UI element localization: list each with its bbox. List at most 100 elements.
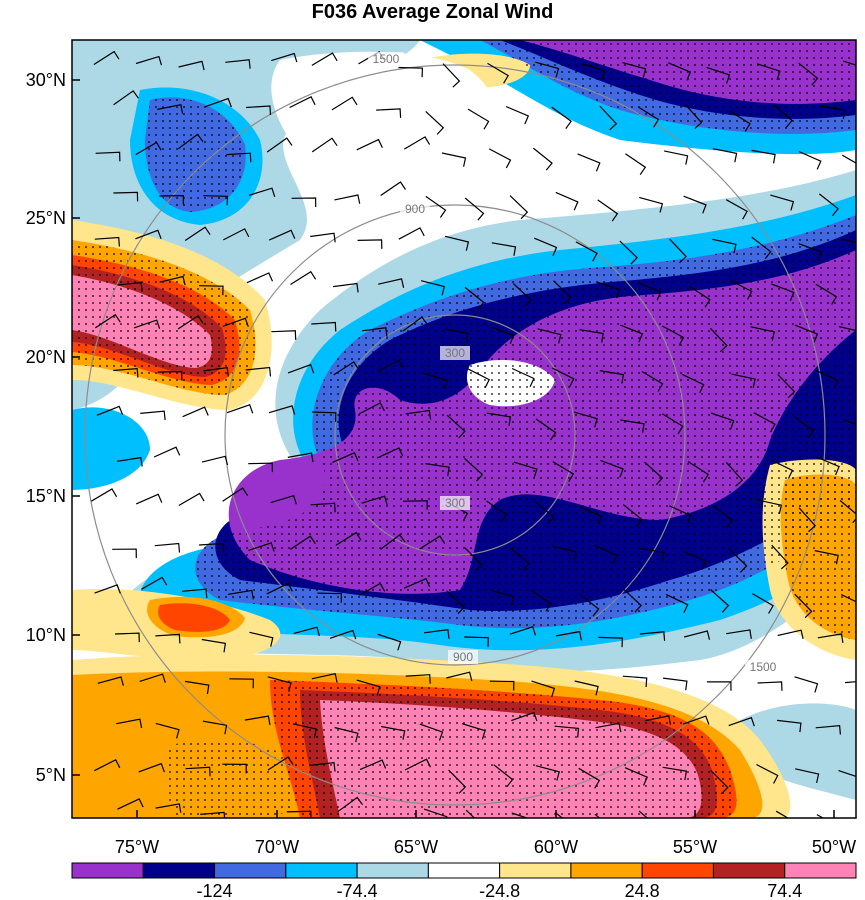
wind-barb [94, 584, 121, 594]
wind-barb [838, 326, 856, 332]
wind-barb [840, 594, 856, 603]
wind-barb [663, 677, 688, 691]
wind-barb [154, 542, 181, 553]
wind-barb [223, 228, 250, 241]
colorbar-tick-label: -24.8 [479, 881, 520, 900]
wind-barb [378, 278, 405, 288]
colorbar-tick-label: -74.4 [337, 881, 378, 900]
range-ring-label: 900 [405, 202, 425, 216]
wind-barb [90, 488, 118, 502]
wind-barb [669, 505, 692, 525]
wind-barb [226, 404, 254, 414]
wind-barb [756, 63, 781, 80]
wind-barb [817, 633, 844, 643]
wind-barb [798, 150, 822, 170]
wind-barb [599, 370, 625, 384]
wind-barb [574, 680, 599, 696]
wind-barb [116, 718, 143, 729]
wind-barb [490, 589, 515, 606]
wind-barb [619, 324, 644, 343]
wind-barb [751, 593, 774, 614]
wind-barb [245, 366, 272, 377]
range-ring-label: 300 [445, 346, 465, 360]
wind-barb [683, 195, 707, 214]
wind-barb [639, 196, 664, 213]
wind-barb [535, 765, 560, 781]
wind-barb [311, 137, 338, 153]
wind-barb [683, 551, 707, 570]
wind-barb [268, 229, 296, 241]
colorbar-box [71, 862, 144, 879]
wind-barb [815, 283, 838, 305]
wind-barb [157, 370, 183, 381]
wind-barb [448, 769, 467, 794]
wind-barb [510, 547, 530, 571]
wind-barb [511, 711, 538, 722]
wind-barb [310, 232, 336, 243]
wind-barb [573, 411, 598, 428]
wind-barb [222, 487, 249, 502]
wind-barb [398, 227, 425, 240]
wind-barb [244, 715, 271, 726]
wind-barb [267, 756, 294, 771]
wind-barb [178, 492, 205, 507]
wind-barb [706, 681, 732, 691]
wind-barb [182, 406, 209, 418]
wind-barb [185, 766, 211, 777]
wind-barb [329, 629, 357, 640]
wind-barb [248, 462, 273, 473]
wind-barb [622, 62, 647, 78]
wind-barb [153, 446, 181, 458]
wind-barb [599, 105, 618, 131]
wind-barb [756, 763, 779, 784]
wind-barb [199, 542, 225, 553]
wind-barb [291, 197, 317, 208]
wind-barb [292, 723, 318, 739]
wind-barb [775, 810, 789, 818]
wind-barb [843, 60, 856, 66]
wind-barb [663, 150, 689, 165]
wind-barb [117, 798, 144, 810]
colorbar-box [784, 862, 857, 879]
wind-barb [531, 680, 556, 698]
wind-barb [199, 285, 224, 296]
wind-barb [662, 325, 685, 346]
wind-barb [332, 452, 359, 463]
wind-barb [844, 681, 856, 684]
wind-barb [843, 419, 856, 425]
wind-barb [424, 372, 448, 390]
lat-label: 15°N [26, 486, 66, 506]
contour-sky-blue [72, 407, 150, 490]
wind-barb [552, 545, 577, 561]
wind-barb [311, 672, 338, 683]
wind-barb [706, 66, 731, 84]
wind-barb [403, 500, 428, 510]
wind-barb [356, 138, 383, 151]
wind-barb [423, 808, 448, 818]
wind-barb [444, 235, 470, 251]
wind-barb [289, 95, 316, 109]
wind-barb [579, 593, 600, 617]
wind-barb [685, 104, 703, 130]
wind-barb [139, 673, 166, 683]
wind-barb [464, 197, 485, 221]
wind-barb [398, 66, 424, 78]
wind-barb [770, 459, 794, 479]
wind-barb [94, 758, 121, 772]
wind-barb [311, 52, 338, 66]
wind-barb [821, 105, 846, 120]
wind-barb [425, 195, 447, 218]
wind-barb [598, 636, 623, 648]
colorbar-tick-label: 24.8 [625, 881, 660, 900]
wind-barb [423, 629, 450, 639]
wind-barb [622, 504, 643, 527]
wind-barb [419, 535, 446, 550]
lon-label: 70°W [255, 837, 299, 857]
wind-barb [464, 636, 489, 647]
wind-barb [687, 460, 710, 483]
wind-barb [729, 110, 751, 132]
wind-barb [380, 181, 406, 196]
wind-barb [222, 763, 247, 774]
wind-barb [95, 151, 121, 162]
wind-barb [639, 631, 666, 641]
